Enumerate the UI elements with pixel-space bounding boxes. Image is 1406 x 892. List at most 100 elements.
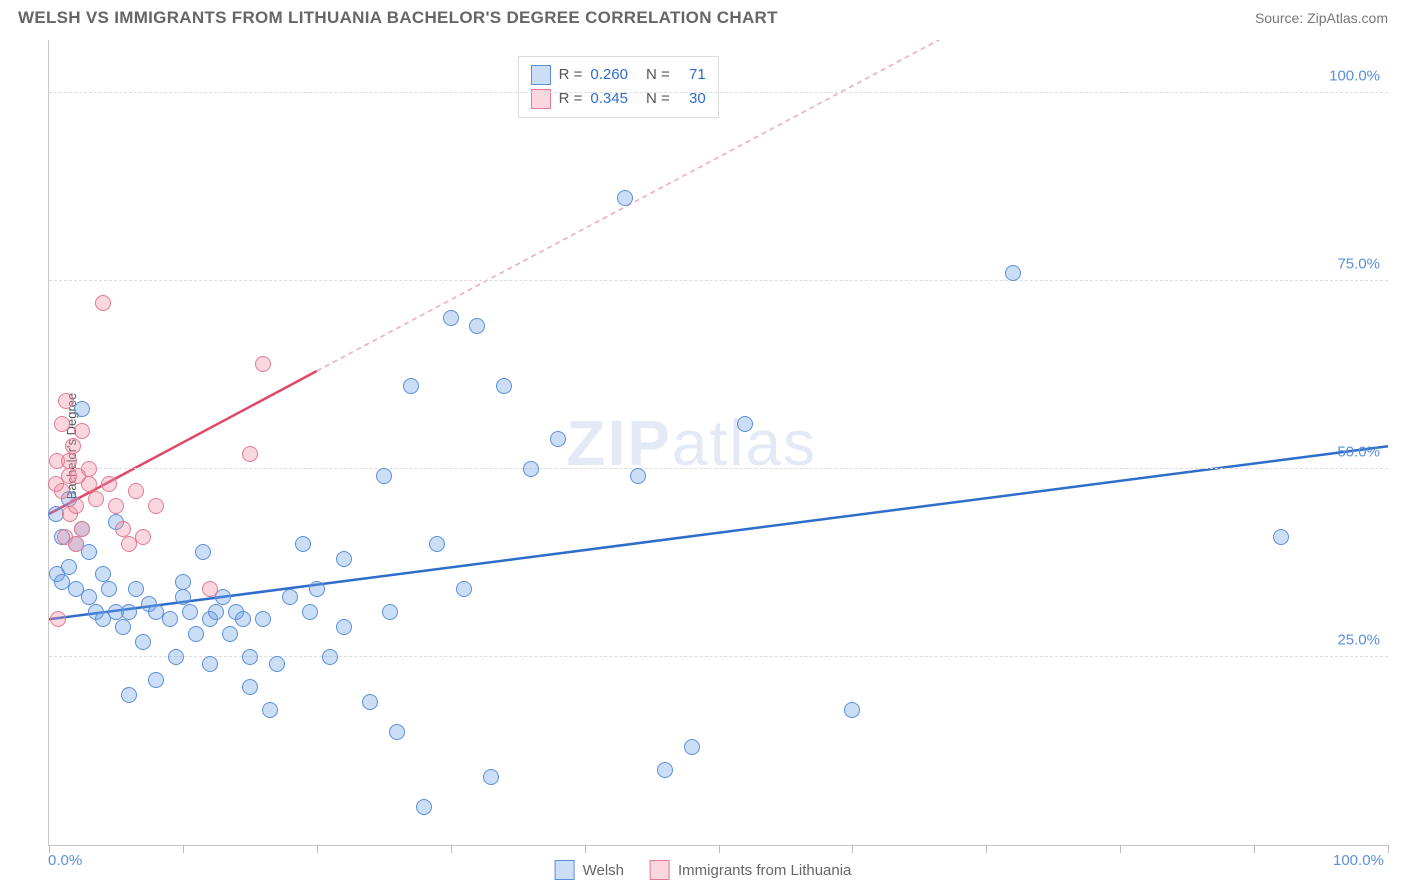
legend-swatch [555,860,575,880]
scatter-point [416,799,432,815]
scatter-point [74,521,90,537]
scatter-point [242,679,258,695]
scatter-point [58,393,74,409]
scatter-point [322,649,338,665]
scatter-point [429,536,445,552]
scatter-point [115,521,131,537]
scatter-point [81,476,97,492]
scatter-point [255,611,271,627]
scatter-point [128,581,144,597]
scatter-point [262,702,278,718]
scatter-point [74,423,90,439]
scatter-point [195,544,211,560]
scatter-point [68,536,84,552]
x-tick [585,845,586,853]
scatter-point [295,536,311,552]
scatter-point [456,581,472,597]
scatter-point [81,461,97,477]
scatter-point [61,453,77,469]
gridline [49,92,1388,93]
gridline [49,280,1388,281]
scatter-point [128,483,144,499]
scatter-point [121,687,137,703]
x-tick [719,845,720,853]
scatter-point [175,589,191,605]
scatter-point [95,295,111,311]
scatter-point [68,498,84,514]
scatter-point [135,529,151,545]
scatter-point [202,581,218,597]
scatter-point [403,378,419,394]
regression-line [49,446,1388,619]
legend-item-label: Welsh [583,862,624,879]
scatter-point [523,461,539,477]
chart-area: ZIPatlas R =0.260N =71R =0.345N =30 25.0… [48,40,1388,846]
scatter-point [302,604,318,620]
scatter-point [844,702,860,718]
x-tick [451,845,452,853]
scatter-point [168,649,184,665]
r-label: R = [559,63,583,87]
scatter-point [1273,529,1289,545]
chart-title: WELSH VS IMMIGRANTS FROM LITHUANIA BACHE… [18,8,778,28]
scatter-point [657,762,673,778]
scatter-point [148,672,164,688]
n-label: N = [646,63,670,87]
scatter-point [74,401,90,417]
scatter-point [101,581,117,597]
legend-item: Welsh [555,860,624,880]
correlation-legend-row: R = 0.260 N = 71 [531,63,706,87]
scatter-point [362,694,378,710]
y-grid-label: 100.0% [1329,67,1380,84]
scatter-point [182,604,198,620]
scatter-point [1005,265,1021,281]
scatter-point [61,559,77,575]
x-tick [1254,845,1255,853]
y-grid-label: 50.0% [1337,443,1380,460]
scatter-point [376,468,392,484]
scatter-point [443,310,459,326]
source-attribution: Source: ZipAtlas.com [1255,10,1388,26]
y-grid-label: 75.0% [1337,255,1380,272]
scatter-point [54,483,70,499]
scatter-point [737,416,753,432]
scatter-point [255,356,271,372]
scatter-point [242,649,258,665]
scatter-point [309,581,325,597]
scatter-point [269,656,285,672]
scatter-point [115,619,131,635]
scatter-point [382,604,398,620]
scatter-point [135,634,151,650]
x-tick [183,845,184,853]
scatter-point [630,468,646,484]
scatter-point [235,611,251,627]
scatter-point [684,739,700,755]
scatter-point [121,604,137,620]
scatter-point [54,416,70,432]
legend-item-label: Immigrants from Lithuania [678,862,851,879]
correlation-legend: R =0.260N =71R =0.345N =30 [518,56,719,118]
scatter-point [50,611,66,627]
scatter-point [101,476,117,492]
x-tick [1388,845,1389,853]
scatter-point [108,498,124,514]
legend-item: Immigrants from Lithuania [650,860,851,880]
x-axis-label-100: 100.0% [1333,852,1384,869]
scatter-point [550,431,566,447]
scatter-point [48,506,64,522]
x-tick [852,845,853,853]
scatter-point [65,438,81,454]
scatter-point [336,551,352,567]
legend-swatch [650,860,670,880]
scatter-point [175,574,191,590]
n-value: 71 [678,63,706,87]
r-value: 0.260 [590,63,628,87]
scatter-point [95,566,111,582]
legend-swatch [531,65,551,85]
x-axis-label-0: 0.0% [48,852,82,869]
scatter-point [215,589,231,605]
scatter-point [81,544,97,560]
scatter-point [469,318,485,334]
scatter-point [208,604,224,620]
scatter-point [389,724,405,740]
